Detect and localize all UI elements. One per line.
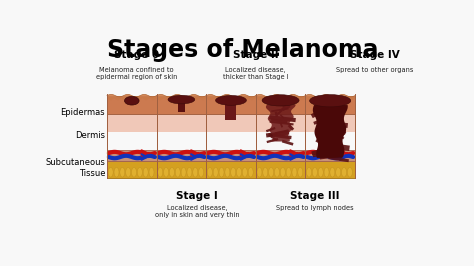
Text: Stage III: Stage III	[290, 191, 339, 201]
Polygon shape	[156, 161, 206, 178]
Ellipse shape	[219, 168, 224, 177]
Ellipse shape	[262, 95, 299, 106]
Bar	[206, 114, 256, 132]
Ellipse shape	[280, 168, 285, 177]
Bar	[256, 97, 305, 114]
Ellipse shape	[125, 97, 139, 105]
Polygon shape	[305, 161, 355, 178]
Bar	[206, 97, 256, 114]
Ellipse shape	[213, 168, 218, 177]
Text: Localized disease,
only in skin and very thin: Localized disease, only in skin and very…	[155, 205, 239, 218]
Bar	[206, 114, 256, 150]
Polygon shape	[313, 105, 348, 158]
Ellipse shape	[126, 168, 131, 177]
Text: Epidermas: Epidermas	[61, 108, 105, 117]
Bar	[178, 100, 185, 112]
Ellipse shape	[263, 168, 268, 177]
Text: Dermis: Dermis	[75, 131, 105, 140]
Ellipse shape	[132, 168, 137, 177]
Text: Stages of Melanoma: Stages of Melanoma	[107, 38, 379, 62]
Ellipse shape	[193, 168, 198, 177]
Ellipse shape	[330, 168, 335, 177]
Bar	[305, 114, 355, 150]
Bar	[256, 114, 305, 132]
Ellipse shape	[292, 168, 297, 177]
Ellipse shape	[307, 168, 311, 177]
Bar	[156, 96, 206, 114]
Bar	[305, 114, 355, 132]
Bar	[226, 100, 237, 120]
Polygon shape	[107, 161, 156, 178]
Polygon shape	[266, 104, 296, 142]
Bar	[256, 96, 305, 114]
Bar	[156, 114, 206, 150]
Polygon shape	[206, 150, 256, 161]
Bar	[107, 114, 156, 132]
Ellipse shape	[318, 168, 323, 177]
Ellipse shape	[170, 168, 174, 177]
Ellipse shape	[257, 168, 262, 177]
Polygon shape	[206, 161, 256, 178]
Ellipse shape	[143, 168, 148, 177]
Ellipse shape	[312, 168, 318, 177]
Bar	[156, 97, 206, 114]
Ellipse shape	[274, 168, 280, 177]
Ellipse shape	[175, 168, 180, 177]
Ellipse shape	[208, 168, 212, 177]
Bar	[206, 96, 256, 114]
Ellipse shape	[164, 168, 169, 177]
Ellipse shape	[108, 168, 113, 177]
Ellipse shape	[114, 168, 119, 177]
Bar	[107, 97, 156, 114]
Ellipse shape	[248, 168, 253, 177]
Ellipse shape	[149, 168, 154, 177]
Ellipse shape	[310, 95, 351, 107]
Polygon shape	[305, 150, 355, 161]
Ellipse shape	[237, 168, 242, 177]
Ellipse shape	[342, 168, 346, 177]
Ellipse shape	[199, 168, 204, 177]
Polygon shape	[156, 150, 206, 161]
Ellipse shape	[347, 168, 352, 177]
Text: Subcutaneous
Tissue: Subcutaneous Tissue	[46, 159, 105, 178]
Ellipse shape	[286, 168, 291, 177]
Text: Melanoma confined to
epidermal region of skin: Melanoma confined to epidermal region of…	[96, 67, 177, 80]
Bar	[256, 114, 305, 150]
Ellipse shape	[298, 168, 303, 177]
Ellipse shape	[225, 168, 230, 177]
Ellipse shape	[231, 168, 236, 177]
Text: Stage 0: Stage 0	[114, 50, 159, 60]
Polygon shape	[256, 161, 305, 178]
Bar	[156, 114, 206, 132]
Text: Stage I: Stage I	[176, 191, 218, 201]
Ellipse shape	[158, 168, 163, 177]
Ellipse shape	[216, 95, 246, 105]
Polygon shape	[107, 150, 156, 161]
Text: Spread to other organs: Spread to other organs	[337, 67, 414, 73]
Text: Localized disease,
thicker than Stage I: Localized disease, thicker than Stage I	[223, 67, 289, 80]
Bar	[107, 114, 156, 150]
Ellipse shape	[324, 168, 329, 177]
Ellipse shape	[187, 168, 192, 177]
Bar	[305, 97, 355, 114]
Text: Stage II: Stage II	[233, 50, 279, 60]
Ellipse shape	[168, 95, 195, 104]
Ellipse shape	[269, 168, 273, 177]
Ellipse shape	[137, 168, 142, 177]
Ellipse shape	[336, 168, 341, 177]
Text: Stage IV: Stage IV	[350, 50, 400, 60]
Ellipse shape	[181, 168, 186, 177]
Bar	[107, 96, 156, 114]
Ellipse shape	[120, 168, 125, 177]
Bar	[305, 96, 355, 114]
Ellipse shape	[242, 168, 247, 177]
Polygon shape	[256, 150, 305, 161]
Text: Spread to lymph nodes: Spread to lymph nodes	[276, 205, 354, 211]
